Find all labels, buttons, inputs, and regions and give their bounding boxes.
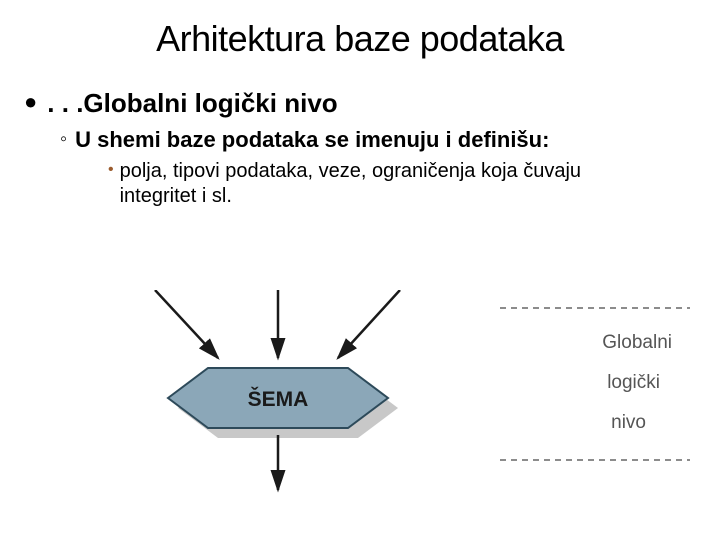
slide-title: Arhitektura baze podataka (0, 18, 720, 60)
sub1-text: U shemi baze podataka se imenuju i defin… (75, 127, 549, 153)
bullet-level1: ● . . .Globalni logički nivo (0, 88, 720, 119)
bullet-dot-icon: ● (24, 91, 37, 113)
open-circle-icon: ◦ (60, 128, 67, 151)
bullet1-text: . . .Globalni logički nivo (47, 88, 337, 119)
leaf1-text: polja, tipovi podataka, veze, ograničenj… (120, 159, 630, 209)
bullet-level3: • polja, tipovi podataka, veze, ograniče… (0, 159, 720, 209)
sub1-suffix: imenuju i definišu: (349, 127, 549, 152)
side-label-1: Globalni (602, 332, 672, 354)
diagram-svg: ŠEMA (0, 290, 720, 520)
side-label-2: logički (607, 372, 660, 394)
sub1-prefix: U shemi baze podataka se (75, 127, 349, 152)
arrow-in-right (338, 290, 400, 358)
leaf-dot-icon: • (108, 159, 114, 181)
slide: Arhitektura baze podataka ● . . .Globaln… (0, 0, 720, 540)
hex-label: ŠEMA (248, 387, 309, 411)
bullet-level2: ◦ U shemi baze podataka se imenuju i def… (0, 127, 720, 153)
side-label-3: nivo (611, 412, 646, 434)
diagram-area: ŠEMA Globalni logički nivo (0, 290, 720, 520)
arrow-in-left (155, 290, 218, 358)
